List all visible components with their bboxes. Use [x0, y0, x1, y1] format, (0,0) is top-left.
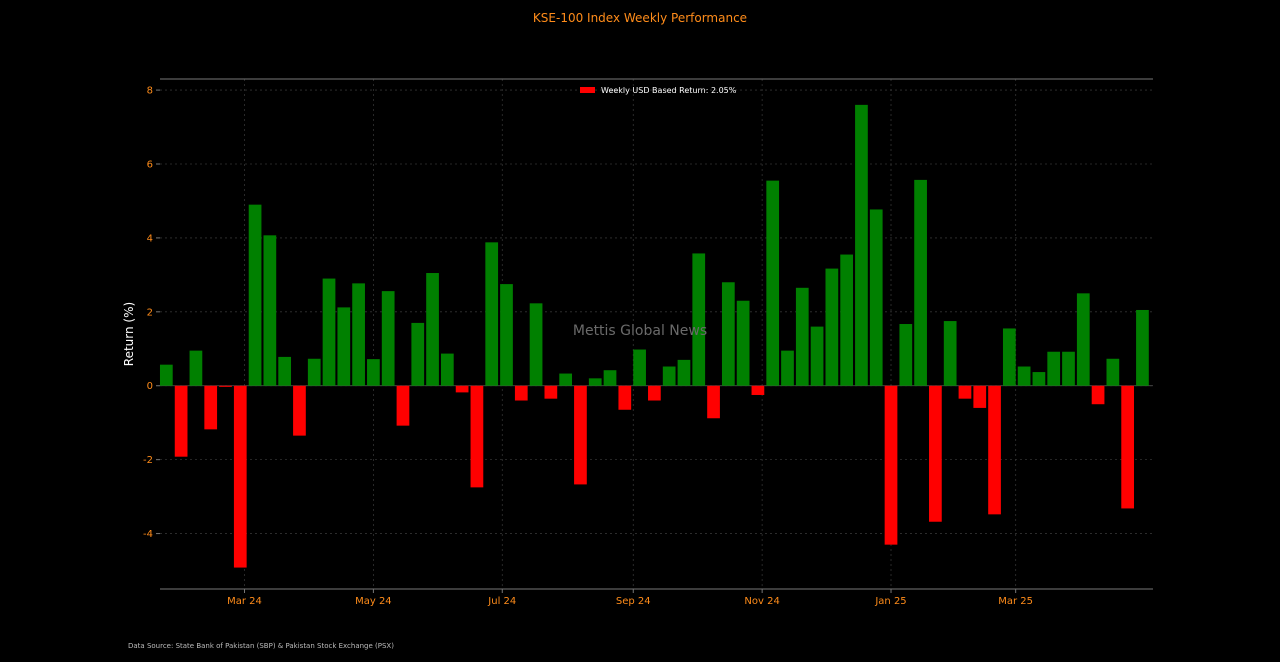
y-tick-label: -4 [143, 529, 153, 540]
axes [160, 78, 1153, 590]
x-tick-label: Jan 25 [874, 596, 906, 607]
bar [662, 366, 676, 386]
bar [1106, 358, 1120, 386]
y-tick-label: 2 [147, 307, 153, 318]
bar [426, 273, 439, 386]
bar [736, 300, 750, 386]
bar [751, 385, 765, 395]
bar [973, 385, 987, 408]
bar [721, 282, 735, 386]
bar [411, 322, 425, 386]
x-tick-label: Jul 24 [487, 596, 516, 607]
bars [159, 104, 1149, 568]
bar [352, 283, 365, 386]
x-tick-label: Mar 25 [998, 596, 1033, 607]
bar [470, 385, 484, 488]
bar [293, 385, 306, 436]
legend: Weekly USD Based Return: 2.05% [580, 86, 737, 95]
bar [840, 254, 854, 386]
bar [825, 268, 839, 386]
legend-swatch [580, 87, 595, 93]
bar [958, 385, 972, 399]
bar [529, 303, 543, 386]
bar [219, 385, 232, 387]
bar [396, 385, 410, 426]
bar [1076, 293, 1090, 386]
bar [618, 385, 632, 410]
y-ticks: 8 6 4 2 0 -2 -4 [143, 86, 160, 540]
bar [1017, 366, 1031, 386]
bar [855, 104, 868, 386]
bar [485, 242, 499, 386]
bar [766, 180, 780, 386]
bar [781, 350, 794, 386]
bar [692, 253, 706, 386]
bar [159, 364, 173, 386]
bar [899, 324, 913, 386]
bar [367, 359, 380, 386]
bar [677, 359, 691, 386]
bar [869, 209, 883, 386]
bar [588, 378, 602, 386]
x-ticks: Mar 24 May 24 Jul 24 Sep 24 Nov 24 Jan 25 Mar … [227, 589, 1033, 607]
bar [603, 370, 617, 386]
bar [278, 356, 292, 386]
bar [914, 179, 927, 386]
bar [633, 349, 646, 386]
bar [1062, 351, 1075, 386]
bar [810, 326, 824, 386]
bar [574, 385, 587, 485]
y-tick-label: 8 [147, 86, 153, 97]
bar [1136, 309, 1149, 386]
chart-title: KSE-100 Index Weekly Performance [533, 11, 747, 25]
bar [322, 278, 336, 386]
bar [988, 385, 1001, 515]
bar [514, 385, 528, 401]
x-tick-label: Sep 24 [616, 596, 651, 607]
bar [559, 373, 573, 386]
bar [440, 353, 454, 386]
bar [795, 287, 809, 386]
bar [233, 385, 247, 568]
bar [544, 385, 558, 399]
data-source-note: Data Source: State Bank of Pakistan (SBP… [128, 642, 394, 650]
bar [929, 385, 942, 522]
bar [204, 385, 218, 430]
bar [189, 350, 203, 386]
y-tick-label: 6 [147, 160, 153, 171]
y-tick-label: 4 [147, 233, 153, 244]
bar [884, 385, 898, 545]
y-tick-label: 0 [147, 381, 153, 392]
watermark: Mettis Global News [573, 323, 707, 339]
bar [455, 385, 469, 393]
bar [1002, 328, 1016, 386]
x-tick-label: Mar 24 [227, 596, 262, 607]
legend-label: Weekly USD Based Return: 2.05% [601, 86, 737, 95]
bar [500, 284, 513, 386]
bar [307, 358, 321, 386]
bar [263, 235, 277, 386]
bar [248, 204, 262, 386]
bar [943, 321, 957, 386]
bar [1047, 351, 1061, 386]
bar [337, 307, 351, 386]
y-axis-label: Return (%) [122, 302, 136, 366]
bar [1121, 385, 1135, 509]
bar [381, 291, 395, 386]
bar [1091, 385, 1105, 405]
bar [1032, 372, 1046, 386]
bar [648, 385, 661, 401]
bar [707, 385, 720, 419]
y-tick-label: -2 [143, 455, 153, 466]
x-tick-label: Nov 24 [744, 596, 779, 607]
bar [174, 385, 188, 457]
x-tick-label: May 24 [355, 596, 392, 607]
